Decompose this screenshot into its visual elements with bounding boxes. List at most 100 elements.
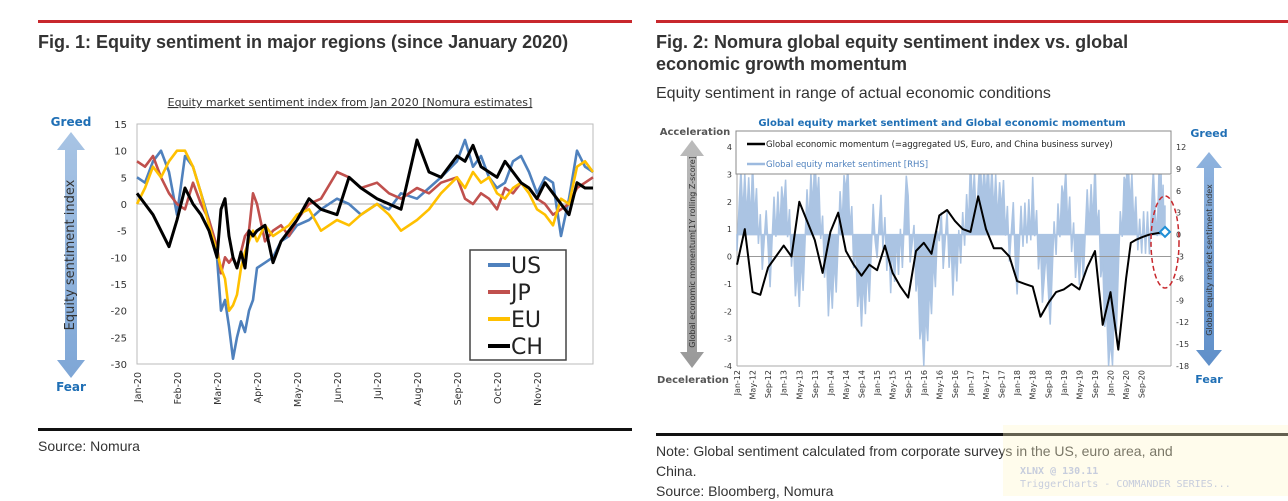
x-tick-label: May-17	[982, 370, 991, 399]
watermark-ticker: XLNX @ 130.11	[1020, 466, 1099, 477]
right-tick-label: -3	[1176, 253, 1184, 262]
y-tick-label: 15	[114, 120, 127, 131]
left-tick-label: 1	[727, 225, 732, 234]
left-tick-label: 0	[727, 253, 732, 262]
figure-1-source: Source: Nomura	[38, 438, 140, 454]
greed-label: Greed	[51, 115, 92, 129]
figure-2-title-line1: Fig. 2: Nomura global equity sentiment i…	[656, 32, 1129, 52]
x-tick-label: Sep-12	[764, 370, 773, 398]
left-tick-label: -3	[724, 335, 732, 344]
series-area-sentiment	[736, 154, 1166, 367]
x-tick-label: Jan-19	[1060, 370, 1069, 396]
figure-2-source: Source: Bloomberg, Nomura	[656, 483, 834, 499]
legend-label-jp: JP	[509, 281, 531, 306]
y-tick-label: -5	[117, 227, 127, 238]
x-tick-label: Nov-20	[533, 372, 544, 406]
y-tick-label: 0	[121, 200, 127, 211]
figure-2-title: Fig. 2: Nomura global equity sentiment i…	[656, 31, 1128, 75]
y-tick-label: 10	[114, 147, 127, 158]
note-line1: Note: Global sentiment calculated from c…	[656, 443, 1173, 459]
y-tick-label: -20	[111, 307, 127, 318]
x-tick-label: Aug-20	[413, 372, 424, 406]
sentiment-arrow-icon	[1196, 152, 1222, 366]
figure-1-panel: Fig. 1: Equity sentiment in major region…	[0, 0, 640, 496]
x-tick-label: Jan-17	[966, 370, 975, 396]
x-tick-label: Sep-19	[1091, 370, 1100, 398]
right-tick-label: -15	[1176, 340, 1189, 349]
legend-label-sentiment: Global equity market sentiment [RHS]	[766, 160, 928, 170]
series-line-momentum	[736, 195, 1166, 351]
watermark-overlay	[1003, 425, 1288, 496]
x-tick-label: May-16	[935, 370, 944, 399]
right-tick-label: 6	[1176, 187, 1181, 196]
x-tick-label: Jan-12	[733, 370, 742, 396]
x-tick-label: Jun-20	[333, 372, 344, 403]
top-rule	[656, 20, 1288, 23]
legend-box	[735, 130, 1172, 175]
left-axis-label: Global economic momentum[1Y rolling Z-sc…	[688, 156, 697, 348]
note-line2: China.	[656, 463, 697, 479]
x-tick-label: May-18	[1029, 370, 1038, 399]
bottom-rule	[38, 428, 632, 431]
figure-2-panel: Fig. 2: Nomura global equity sentiment i…	[640, 0, 1288, 499]
x-tick-label: Sep-18	[1044, 370, 1053, 398]
latest-value-marker	[1158, 225, 1172, 239]
greed-label: Greed	[1190, 127, 1227, 140]
left-tick-label: -1	[724, 280, 732, 289]
figure-2-subtitle: Equity sentiment in range of actual econ…	[656, 85, 1051, 102]
right-tick-label: 3	[1176, 209, 1181, 218]
right-axis-label: Global equity market sentiment index	[1205, 184, 1214, 336]
legend-label-us: US	[511, 254, 541, 279]
plot-frame	[136, 123, 594, 365]
x-tick-label: Jul-20	[373, 372, 384, 400]
x-tick-label: Jan-13	[780, 370, 789, 396]
left-tick-label: 4	[727, 143, 732, 152]
x-tick-label: May-12	[749, 370, 758, 399]
legend-label-ch: CH	[511, 335, 543, 360]
right-tick-label: -9	[1176, 296, 1184, 305]
x-tick-label: May-15	[889, 370, 898, 399]
left-tick-label: -2	[724, 307, 732, 316]
y-tick-label: -25	[111, 333, 127, 344]
left-tick-label: -4	[724, 362, 732, 371]
x-tick-label: Sep-15	[904, 370, 913, 398]
deceleration-label: Deceleration	[657, 375, 729, 386]
x-tick-label: Sep-13	[811, 370, 820, 398]
x-tick-label: May-20	[293, 372, 304, 407]
right-tick-label: -6	[1176, 274, 1184, 283]
legend: Global economic momentum (=aggregated US…	[735, 130, 1172, 175]
legend-label-momentum: Global economic momentum (=aggregated US…	[766, 140, 1113, 150]
y-tick-label: -10	[111, 253, 127, 264]
momentum-arrow-icon	[680, 140, 704, 368]
figure-2-note: Note: Global sentiment calculated from c…	[656, 441, 1173, 501]
x-tick-label: Mar-20	[213, 372, 224, 405]
y-tick-label: -30	[111, 360, 127, 371]
bottom-rule	[656, 433, 1288, 436]
x-tick-label: Oct-20	[493, 372, 504, 404]
x-tick-label: May-13	[795, 370, 804, 399]
highlight-ellipse	[1150, 195, 1180, 289]
legend-label-eu: EU	[511, 308, 541, 333]
x-tick-label: May-20	[1122, 370, 1131, 399]
right-tick-label: -12	[1176, 318, 1189, 327]
right-tick-label: -18	[1176, 362, 1189, 371]
sentiment-arrow-icon	[57, 132, 85, 378]
x-tick-label: May-19	[1075, 370, 1084, 399]
x-tick-label: Jan-20	[1107, 370, 1116, 396]
x-tick-label: Jan-16	[920, 370, 929, 396]
left-tick-label: 3	[727, 170, 732, 179]
acceleration-label: Acceleration	[660, 127, 730, 138]
top-rule	[38, 20, 632, 23]
x-tick-label: Feb-20	[173, 372, 184, 404]
x-tick-label: Apr-20	[253, 372, 264, 403]
x-tick-label: Sep-14	[858, 370, 867, 398]
fear-label: Fear	[1195, 373, 1223, 386]
x-tick-label: Sep-16	[951, 370, 960, 398]
x-tick-label: Jan-14	[826, 370, 835, 396]
y-tick-label: 5	[121, 173, 127, 184]
x-tick-label: Sep-20	[453, 372, 464, 405]
fear-label: Fear	[56, 380, 86, 394]
x-tick-label: Jan-15	[873, 370, 882, 396]
left-tick-label: 2	[727, 198, 732, 207]
